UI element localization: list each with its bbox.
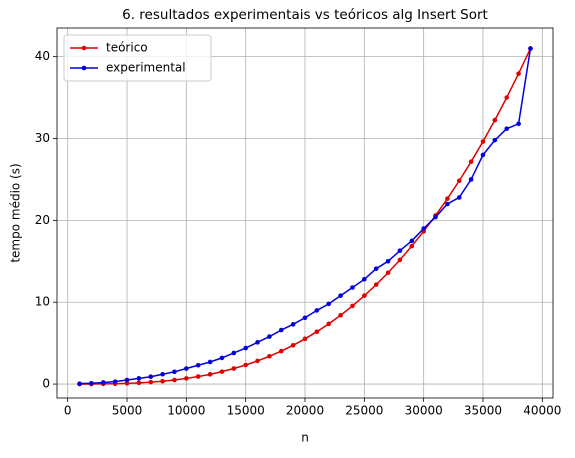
- y-tick-label: 20: [35, 213, 50, 227]
- data-point: [77, 381, 82, 386]
- data-point: [302, 315, 308, 321]
- data-point: [314, 329, 320, 334]
- y-tick-label: 40: [35, 49, 50, 63]
- data-point: [338, 293, 343, 298]
- data-point: [255, 358, 260, 364]
- data-point: [350, 285, 355, 290]
- data-point: [362, 277, 367, 282]
- data-point: [445, 196, 450, 201]
- data-point: [468, 177, 474, 182]
- data-point: [504, 126, 510, 131]
- data-point: [207, 372, 213, 377]
- data-point: [184, 376, 189, 381]
- data-point: [243, 345, 248, 351]
- data-point: [207, 359, 213, 365]
- data-point: [184, 366, 189, 371]
- x-tick-label: 35000: [464, 404, 502, 418]
- legend-marker: [81, 45, 87, 51]
- data-point: [409, 238, 415, 244]
- data-point: [373, 266, 379, 271]
- data-point: [219, 369, 225, 374]
- data-point: [456, 195, 462, 200]
- data-point: [112, 379, 118, 384]
- data-point: [480, 139, 486, 144]
- data-point: [290, 342, 296, 348]
- y-tick-label: 0: [42, 377, 50, 391]
- data-point: [397, 257, 403, 263]
- x-tick-label: 20000: [286, 404, 324, 418]
- legend-marker: [81, 65, 87, 71]
- data-point: [421, 226, 426, 231]
- data-point: [278, 327, 284, 333]
- x-tick-label: 5000: [112, 404, 143, 418]
- data-point: [148, 379, 154, 385]
- y-tick-label: 30: [35, 131, 50, 145]
- data-point: [456, 178, 462, 184]
- data-point: [528, 46, 533, 51]
- x-tick-label: 0: [64, 404, 72, 418]
- data-point: [231, 366, 237, 371]
- data-point: [136, 376, 142, 381]
- legend-box: [63, 34, 212, 82]
- plot-frame: [56, 27, 554, 399]
- legend: teórico experimental: [63, 34, 212, 82]
- legend-label: experimental: [106, 61, 186, 75]
- y-axis-label: tempo médio (s): [9, 163, 23, 262]
- data-point: [172, 377, 177, 383]
- x-tick-label: 25000: [345, 404, 383, 418]
- data-point: [338, 312, 343, 318]
- data-point: [195, 362, 201, 368]
- data-point: [397, 248, 403, 253]
- data-point: [409, 243, 415, 249]
- data-point: [100, 380, 106, 385]
- data-point: [373, 282, 379, 287]
- data-point: [195, 374, 201, 379]
- data-point: [124, 381, 130, 386]
- x-tick-label: 10000: [167, 404, 205, 418]
- data-point: [385, 258, 391, 264]
- x-tick-label: 15000: [227, 404, 265, 418]
- data-point: [219, 355, 225, 361]
- data-point: [302, 336, 308, 342]
- data-point: [160, 371, 165, 377]
- data-point: [362, 293, 367, 298]
- x-tick-label: 30000: [405, 404, 443, 418]
- y-tick-label: 10: [35, 295, 50, 309]
- legend-label: teórico: [106, 41, 148, 55]
- x-axis-label: n: [301, 431, 309, 445]
- data-point: [326, 301, 332, 307]
- data-point: [480, 152, 486, 158]
- data-point: [243, 362, 248, 368]
- data-point: [314, 308, 320, 313]
- data-point: [160, 378, 165, 384]
- data-point: [231, 350, 237, 356]
- data-point: [267, 334, 272, 339]
- data-point: [492, 137, 498, 143]
- data-point: [326, 321, 332, 327]
- data-point: [124, 377, 130, 383]
- data-point: [267, 353, 272, 359]
- data-point: [385, 270, 391, 276]
- data-point: [468, 159, 474, 164]
- data-point: [278, 348, 284, 354]
- data-point: [136, 380, 142, 386]
- data-point: [433, 214, 438, 220]
- data-point: [148, 374, 154, 380]
- chart-title: 6. resultados experimentais vs teóricos …: [122, 7, 488, 23]
- data-point: [516, 121, 521, 127]
- data-point: [516, 71, 521, 76]
- data-point: [445, 201, 450, 207]
- data-point: [290, 322, 296, 327]
- x-tick-label: 40000: [523, 404, 561, 418]
- data-point: [255, 340, 260, 345]
- data-point: [504, 95, 510, 100]
- data-point: [492, 117, 498, 123]
- data-point: [172, 369, 177, 375]
- data-point: [350, 303, 355, 309]
- data-point: [89, 380, 94, 386]
